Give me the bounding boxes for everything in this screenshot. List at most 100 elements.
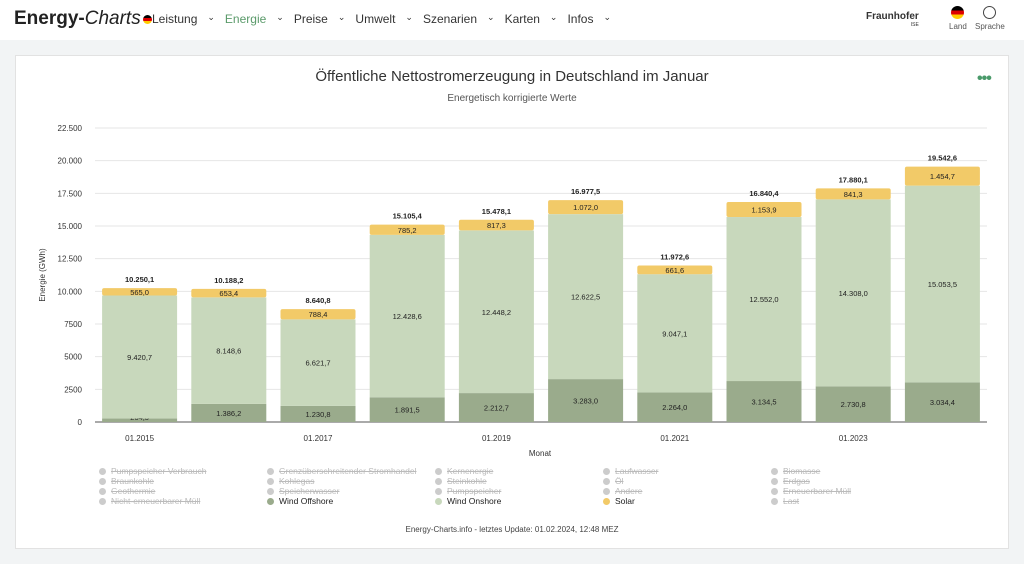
legend-item[interactable]: Kohlegas (267, 476, 435, 486)
legend-label: Steinkohle (447, 476, 487, 486)
chevron-down-icon: ⌄ (487, 12, 495, 22)
legend-marker-icon (435, 497, 442, 505)
legend-item[interactable]: Pumpspeicher Verbrauch (99, 466, 267, 476)
legend-marker-icon (267, 467, 274, 475)
bar-solar (458, 219, 534, 231)
data-label: 12.552,0 (749, 295, 778, 304)
data-label: 653,4 (219, 289, 238, 298)
legend-item[interactable]: Andere (603, 486, 771, 496)
data-label: 3.034,4 (930, 398, 955, 407)
chevron-down-icon: ⌄ (207, 12, 215, 22)
legend-item[interactable]: Pumpspeicher (435, 486, 603, 496)
legend-item[interactable]: Speicherwasser (267, 486, 435, 496)
nav-umwelt[interactable]: Umwelt (355, 12, 396, 26)
bar-wind-offshore (548, 379, 624, 422)
legend-item[interactable]: Öl (603, 476, 771, 486)
y-tick-label: 15.000 (58, 222, 83, 231)
x-tick-label: 01.2015 (125, 434, 154, 443)
legend-marker-icon (603, 477, 610, 485)
legend-item[interactable]: Grenzüberschreitender Stromhandel (267, 466, 435, 476)
data-label: 14.308,0 (839, 289, 868, 298)
legend-item[interactable]: Erdgas (771, 476, 939, 486)
data-label: 6.621,7 (305, 359, 330, 368)
data-label: 661,6 (665, 266, 684, 275)
data-label: 565,0 (130, 288, 149, 297)
total-label: 10.250,1 (125, 275, 154, 284)
legend-marker-icon (99, 497, 106, 505)
bar-wind-onshore (102, 295, 178, 419)
legend-item[interactable]: Last (771, 496, 939, 506)
total-label: 16.977,5 (571, 187, 600, 196)
legend-label: Last (783, 496, 800, 506)
nav-energie[interactable]: Energie (224, 12, 267, 26)
legend-marker-icon (435, 477, 442, 485)
bar-wind-offshore (280, 405, 356, 422)
legend-label: Geothermie (111, 486, 156, 496)
legend-item[interactable]: Wind Offshore (267, 496, 435, 506)
fraunhofer-logo[interactable]: Fraunhofer ISE (866, 11, 919, 28)
brand: Fraunhofer (866, 11, 919, 22)
data-label: 9.420,7 (127, 353, 152, 362)
legend-item[interactable]: Steinkohle (435, 476, 603, 486)
legend-label: Andere (615, 486, 643, 496)
legend-item[interactable]: Biomasse (771, 466, 939, 476)
bar-wind-onshore (904, 185, 980, 383)
land-button[interactable]: Land (949, 6, 967, 31)
legend-item[interactable]: Solar (603, 496, 771, 506)
legend-item[interactable]: Nicht-erneuerbarer Müll (99, 496, 267, 506)
data-label: 3.134,5 (751, 398, 776, 407)
data-label: 15.053,5 (928, 280, 957, 289)
bar-solar (102, 288, 178, 296)
chevron-down-icon: ⌄ (276, 12, 284, 22)
data-label: 12.622,5 (571, 293, 600, 302)
legend-marker-icon (99, 467, 106, 475)
total-label: 17.880,1 (839, 175, 868, 184)
bar-wind-offshore (369, 397, 445, 422)
bar-solar (280, 309, 356, 320)
y-tick-label: 22.500 (58, 124, 83, 133)
legend-label: Braunkohle (111, 476, 155, 486)
legend-item[interactable]: Braunkohle (99, 476, 267, 486)
x-tick-label: 01.2019 (482, 434, 511, 443)
bar-wind-onshore (458, 230, 534, 394)
nav-szenarien[interactable]: Szenarien (422, 12, 478, 26)
legend-label: Solar (615, 496, 635, 506)
data-label: 2.264,0 (662, 403, 687, 412)
bar-solar (369, 224, 445, 235)
bar-wind-offshore (458, 393, 534, 422)
nav-infos[interactable]: Infos (567, 12, 594, 26)
sprache-label: Sprache (975, 22, 1005, 31)
legend-item[interactable]: Wind Onshore (435, 496, 603, 506)
nav-preise[interactable]: Preise (293, 12, 328, 26)
legend: Pumpspeicher Verbrauch Grenzüberschreiten… (99, 466, 939, 506)
land-label: Land (949, 22, 967, 31)
sprache-button[interactable]: Sprache (975, 6, 1005, 31)
legend-item[interactable]: Erneuerbarer Müll (771, 486, 939, 496)
chevron-down-icon: ⌄ (405, 12, 413, 22)
data-label: 2.212,7 (484, 404, 509, 413)
legend-item[interactable]: Laufwasser (603, 466, 771, 476)
legend-item[interactable]: Kernenergie (435, 466, 603, 476)
legend-marker-icon (603, 467, 610, 475)
germany-flag-icon (142, 15, 152, 24)
nav-karten[interactable]: Karten (504, 12, 540, 26)
more-dots-icon[interactable]: ••• (977, 70, 992, 87)
legend-label: Pumpspeicher (447, 486, 502, 496)
legend-label: Biomasse (783, 466, 821, 476)
chevron-down-icon: ⌄ (337, 12, 346, 22)
legend-label: Kernenergie (447, 466, 494, 476)
data-label: 1.072,0 (573, 203, 598, 212)
data-label: 1.454,7 (930, 172, 955, 181)
data-label: 3.283,0 (573, 397, 598, 406)
data-label: 12.428,6 (393, 312, 422, 321)
bar-wind-onshore (369, 234, 445, 398)
nav-leistung[interactable]: Leistung (152, 12, 198, 26)
legend-item[interactable]: Geothermie (99, 486, 267, 496)
y-tick-label: 20.000 (58, 157, 83, 166)
y-tick-label: 5000 (64, 353, 82, 362)
data-label: 1.891,5 (395, 406, 420, 415)
bar-wind-offshore (815, 386, 891, 422)
logo[interactable]: Energy-Charts (14, 8, 152, 30)
bar-wind-offshore (102, 418, 178, 422)
data-label: 841,3 (844, 190, 863, 199)
